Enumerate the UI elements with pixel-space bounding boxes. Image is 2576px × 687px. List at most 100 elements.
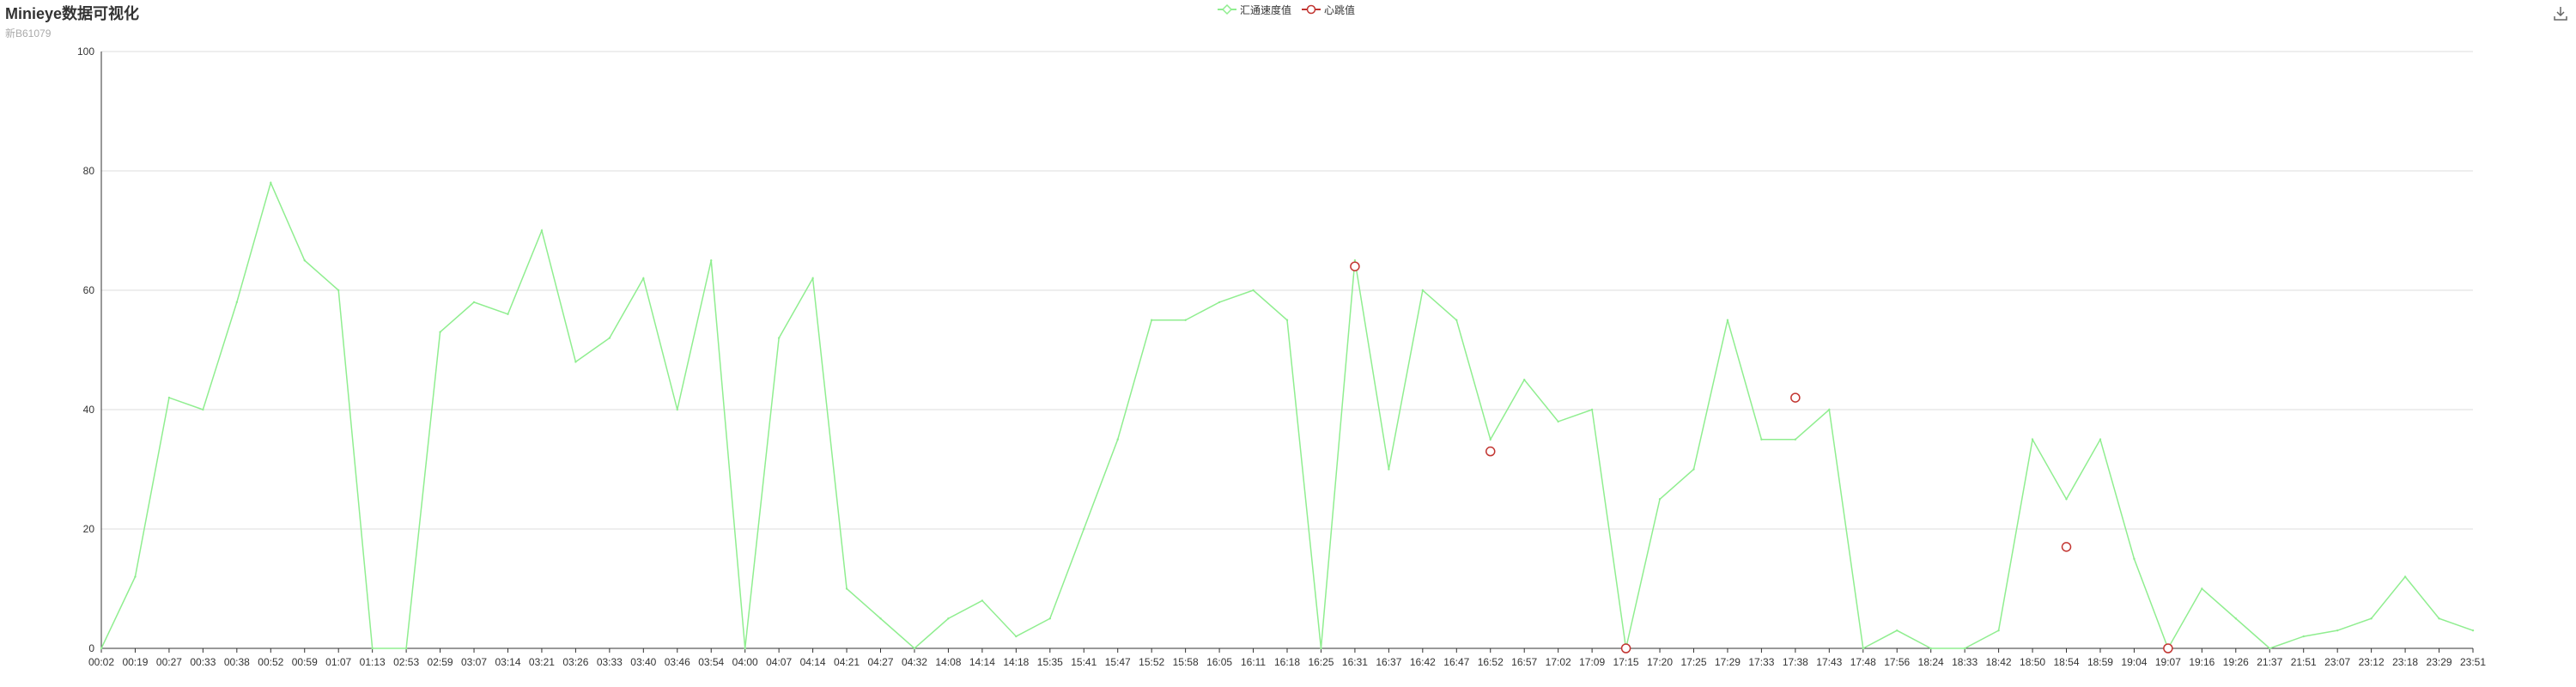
series-point-speed xyxy=(1218,301,1221,304)
x-tick-label: 00:59 xyxy=(292,656,318,668)
series-point-speed xyxy=(642,277,645,280)
series-point-speed xyxy=(2403,575,2407,578)
x-tick-label: 23:18 xyxy=(2392,656,2418,668)
series-point-speed xyxy=(1726,319,1729,321)
x-tick-label: 17:33 xyxy=(1748,656,1774,668)
x-tick-label: 23:12 xyxy=(2359,656,2385,668)
x-tick-label: 16:37 xyxy=(1376,656,1401,668)
series-point-speed xyxy=(1557,420,1559,423)
x-tick-label: 02:53 xyxy=(393,656,419,668)
series-point-speed xyxy=(1184,319,1187,321)
series-point-speed xyxy=(1760,438,1763,441)
series-point-heartbeat xyxy=(1620,643,1631,654)
series-point-speed xyxy=(1421,289,1425,292)
series-point-heartbeat xyxy=(1485,446,1496,457)
series-point-speed xyxy=(744,647,746,650)
x-tick-label: 17:43 xyxy=(1816,656,1842,668)
series-point-speed xyxy=(100,647,103,650)
legend-label-speed: 汇通速度值 xyxy=(1240,3,1292,16)
download-icon xyxy=(2554,7,2567,21)
series-point-speed xyxy=(1489,438,1492,441)
y-tick-label: 40 xyxy=(83,404,95,416)
page-title: Minieye数据可视化 xyxy=(5,5,140,22)
y-tick-label: 20 xyxy=(83,523,95,535)
chart-legend: 汇通速度值 心跳值 xyxy=(1218,2,1365,17)
series-point-speed xyxy=(1590,408,1594,411)
x-tick-label: 19:04 xyxy=(2121,656,2147,668)
x-tick-label: 03:33 xyxy=(597,656,623,668)
y-tick-label: 80 xyxy=(83,165,95,177)
x-tick-label: 00:19 xyxy=(122,656,148,668)
x-tick-label: 19:26 xyxy=(2223,656,2249,668)
x-tick-label: 16:47 xyxy=(1443,656,1469,668)
series-point-speed xyxy=(167,396,171,399)
x-tick-label: 03:40 xyxy=(630,656,656,668)
x-tick-label: 03:46 xyxy=(665,656,690,668)
legend-item-speed[interactable]: 汇通速度值 xyxy=(1218,3,1291,17)
x-tick-label: 16:11 xyxy=(1241,656,1266,668)
series-point-speed xyxy=(1896,629,1899,632)
series-point-speed xyxy=(1523,379,1526,381)
x-tick-label: 23:51 xyxy=(2460,656,2486,668)
x-tick-label: 18:24 xyxy=(1918,656,1944,668)
series-point-speed xyxy=(507,313,509,315)
series-line-speed xyxy=(100,180,2474,650)
series-point-speed xyxy=(540,229,544,232)
x-tick-label: 04:00 xyxy=(732,656,758,668)
series-point-speed xyxy=(1455,319,1458,321)
x-tick-label: 17:02 xyxy=(1546,656,1571,668)
series-point-speed xyxy=(2336,629,2339,632)
x-tick-label: 18:33 xyxy=(1952,656,1978,668)
x-tick-label: 00:52 xyxy=(258,656,283,668)
series-point-speed xyxy=(1083,527,1085,531)
series-point-speed xyxy=(1015,635,1018,638)
x-tick-label: 18:54 xyxy=(2053,656,2079,668)
series-point-speed xyxy=(303,259,306,262)
x-tick-label: 03:14 xyxy=(495,656,520,668)
x-tick-label: 15:58 xyxy=(1173,656,1199,668)
x-tick-label: 14:18 xyxy=(1003,656,1029,668)
series-point-speed xyxy=(1388,468,1390,471)
x-tick-label: 18:42 xyxy=(1986,656,2012,668)
series-point-speed xyxy=(2302,635,2305,638)
x-tick-label: 17:15 xyxy=(1613,656,1639,668)
x-tick-label: 23:07 xyxy=(2324,656,2350,668)
series-point-speed xyxy=(1929,647,1932,650)
series-point-heartbeat xyxy=(1350,261,1360,271)
series-point-speed xyxy=(676,408,678,411)
download-button[interactable] xyxy=(2552,5,2569,22)
series-point-speed xyxy=(472,301,476,304)
x-tick-label: 14:14 xyxy=(969,656,995,668)
x-tick-label: 18:59 xyxy=(2087,656,2113,668)
series-point-speed xyxy=(2099,438,2102,441)
x-tick-label: 17:09 xyxy=(1579,656,1605,668)
series-point-speed xyxy=(710,259,713,262)
series-point-speed xyxy=(1320,647,1322,650)
series-point-speed xyxy=(439,331,441,333)
series-point-speed xyxy=(981,599,984,602)
x-tick-label: 17:20 xyxy=(1647,656,1673,668)
x-tick-label: 01:13 xyxy=(360,656,386,668)
x-tick-label: 16:31 xyxy=(1342,656,1368,668)
x-tick-label: 16:05 xyxy=(1206,656,1232,668)
x-tick-label: 03:54 xyxy=(698,656,724,668)
series-point-speed xyxy=(1997,629,2000,632)
series-point-speed xyxy=(202,408,204,411)
x-tick-label: 17:29 xyxy=(1715,656,1741,668)
x-tick-label: 15:41 xyxy=(1071,656,1097,668)
series-point-speed xyxy=(2201,587,2203,590)
x-tick-label: 03:07 xyxy=(461,656,487,668)
series-point-heartbeat xyxy=(1790,392,1801,403)
series-point-speed xyxy=(913,647,916,650)
legend-item-heartbeat[interactable]: 心跳值 xyxy=(1302,3,1355,17)
x-tick-label: 00:02 xyxy=(88,656,114,668)
series-point-speed xyxy=(134,575,137,578)
x-tick-label: 14:08 xyxy=(935,656,961,668)
x-tick-label: 04:27 xyxy=(867,656,893,668)
series-point-speed xyxy=(1963,647,1966,650)
series-point-speed xyxy=(811,277,814,280)
x-tick-label: 17:25 xyxy=(1680,656,1706,668)
x-tick-label: 00:27 xyxy=(156,656,182,668)
x-tick-label: 18:50 xyxy=(2020,656,2045,668)
series-point-speed xyxy=(947,617,950,620)
